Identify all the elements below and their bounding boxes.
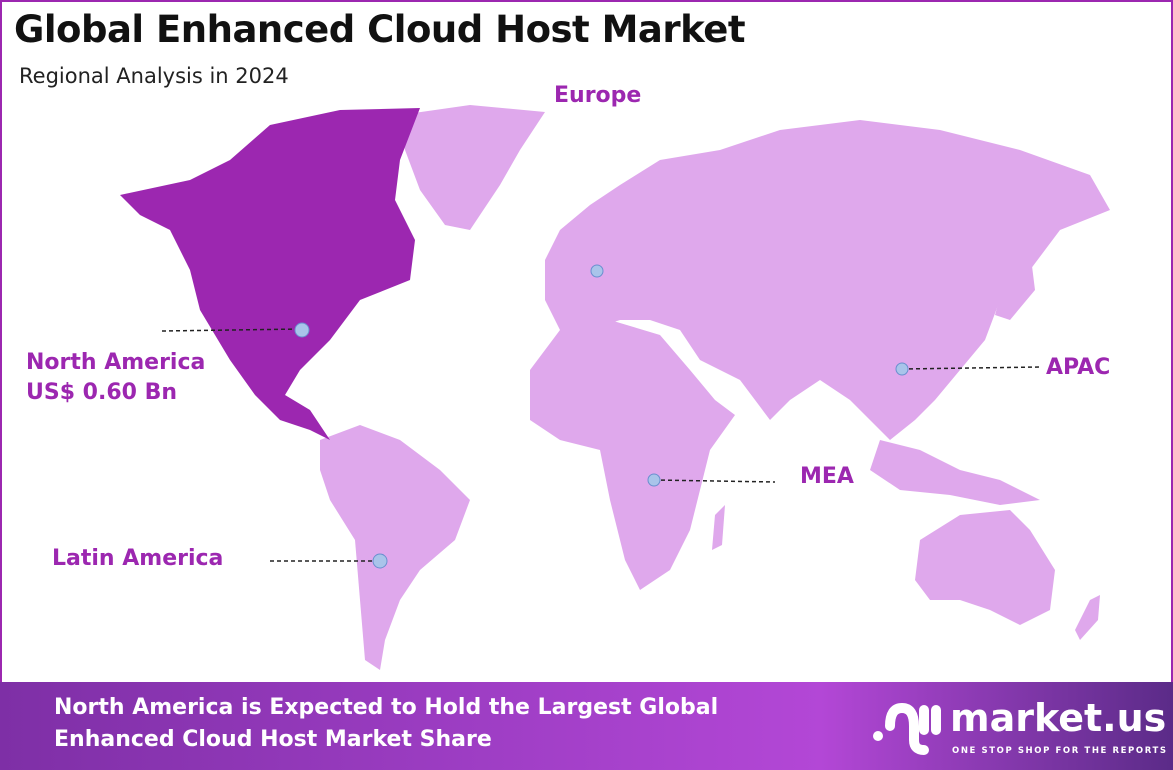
australia	[915, 510, 1055, 625]
logo-mark-icon	[873, 702, 941, 755]
africa	[530, 320, 735, 590]
world-map	[120, 105, 1110, 670]
japan	[995, 250, 1035, 320]
page-subtitle: Regional Analysis in 2024	[19, 64, 289, 88]
mea-label: MEA	[800, 464, 854, 489]
new-zealand	[1075, 595, 1100, 640]
madagascar	[712, 505, 725, 550]
apac-marker	[895, 362, 909, 376]
apac-label: APAC	[1046, 355, 1111, 380]
southeast-asia	[870, 440, 1040, 505]
north-america	[120, 108, 420, 440]
apac-leader-line	[901, 366, 1041, 370]
footer-line-2: Enhanced Cloud Host Market Share	[54, 727, 492, 752]
north-america-name: North America	[26, 350, 206, 375]
footer-banner: North America is Expected to Hold the La…	[0, 682, 1173, 770]
footer-line-1: North America is Expected to Hold the La…	[54, 695, 719, 720]
mea-marker	[647, 473, 661, 487]
europe-marker	[590, 264, 604, 278]
europe-asia	[545, 120, 1110, 440]
north-america-leader-line	[161, 328, 303, 332]
north-america-value: US$ 0.60 Bn	[26, 380, 178, 405]
north-america-label: North America US$ 0.60 Bn	[26, 348, 205, 408]
footer-text: North America is Expected to Hold the La…	[54, 692, 718, 756]
page-title: Global Enhanced Cloud Host Market	[14, 8, 746, 51]
greenland	[400, 105, 545, 230]
europe-label: Europe	[554, 83, 642, 108]
logo-name: market.us	[950, 696, 1167, 740]
market-us-logo: market.us ONE STOP SHOP FOR THE REPORTS	[872, 696, 1166, 762]
mea-leader-line	[653, 479, 776, 483]
latin-america-marker	[372, 553, 388, 569]
logo-tagline: ONE STOP SHOP FOR THE REPORTS	[952, 746, 1168, 756]
north-america-marker	[294, 322, 310, 338]
latin-america-label: Latin America	[52, 546, 224, 571]
south-america	[320, 425, 470, 670]
